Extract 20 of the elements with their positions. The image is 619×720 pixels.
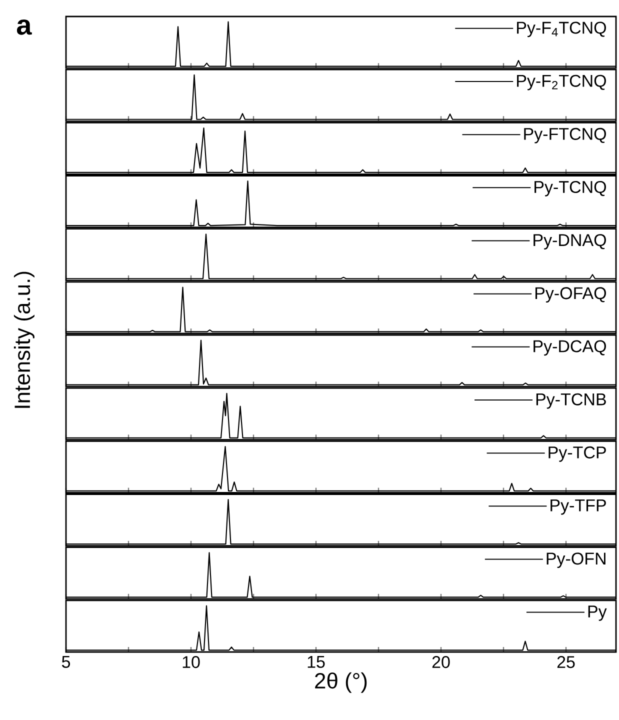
x-tick-label: 5 bbox=[62, 656, 70, 668]
legend-label: Py-OFN bbox=[546, 552, 606, 568]
legend-label: Py-DCAQ bbox=[534, 340, 606, 356]
legend-label: Py-TCNB bbox=[536, 393, 606, 409]
legend-label: Py-TCP bbox=[548, 446, 606, 462]
legend-label: Py-TFP bbox=[550, 499, 606, 515]
legend-label: Py-DNAQ bbox=[534, 234, 606, 250]
x-tick-label: 10 bbox=[182, 656, 200, 668]
x-tick-label: 20 bbox=[432, 656, 450, 668]
legend-label: Py-FTCNQ bbox=[524, 128, 606, 144]
legend-label: Py bbox=[588, 606, 607, 621]
y-axis-title: Intensity (a.u.) bbox=[14, 272, 34, 408]
x-tick-label: 15 bbox=[308, 656, 325, 668]
x-tick-label: 25 bbox=[557, 656, 575, 668]
text: a bbox=[16, 20, 32, 35]
x-axis-title: 2θ (°) bbox=[315, 672, 367, 693]
legend-label: Py-F$_{4}$TCNQ bbox=[517, 22, 606, 38]
legend-label: Py-TCNQ bbox=[534, 180, 606, 196]
legend-label: Py-OFAQ bbox=[535, 287, 606, 303]
legend-label: Py-F$_{2}$TCNQ bbox=[517, 74, 606, 90]
